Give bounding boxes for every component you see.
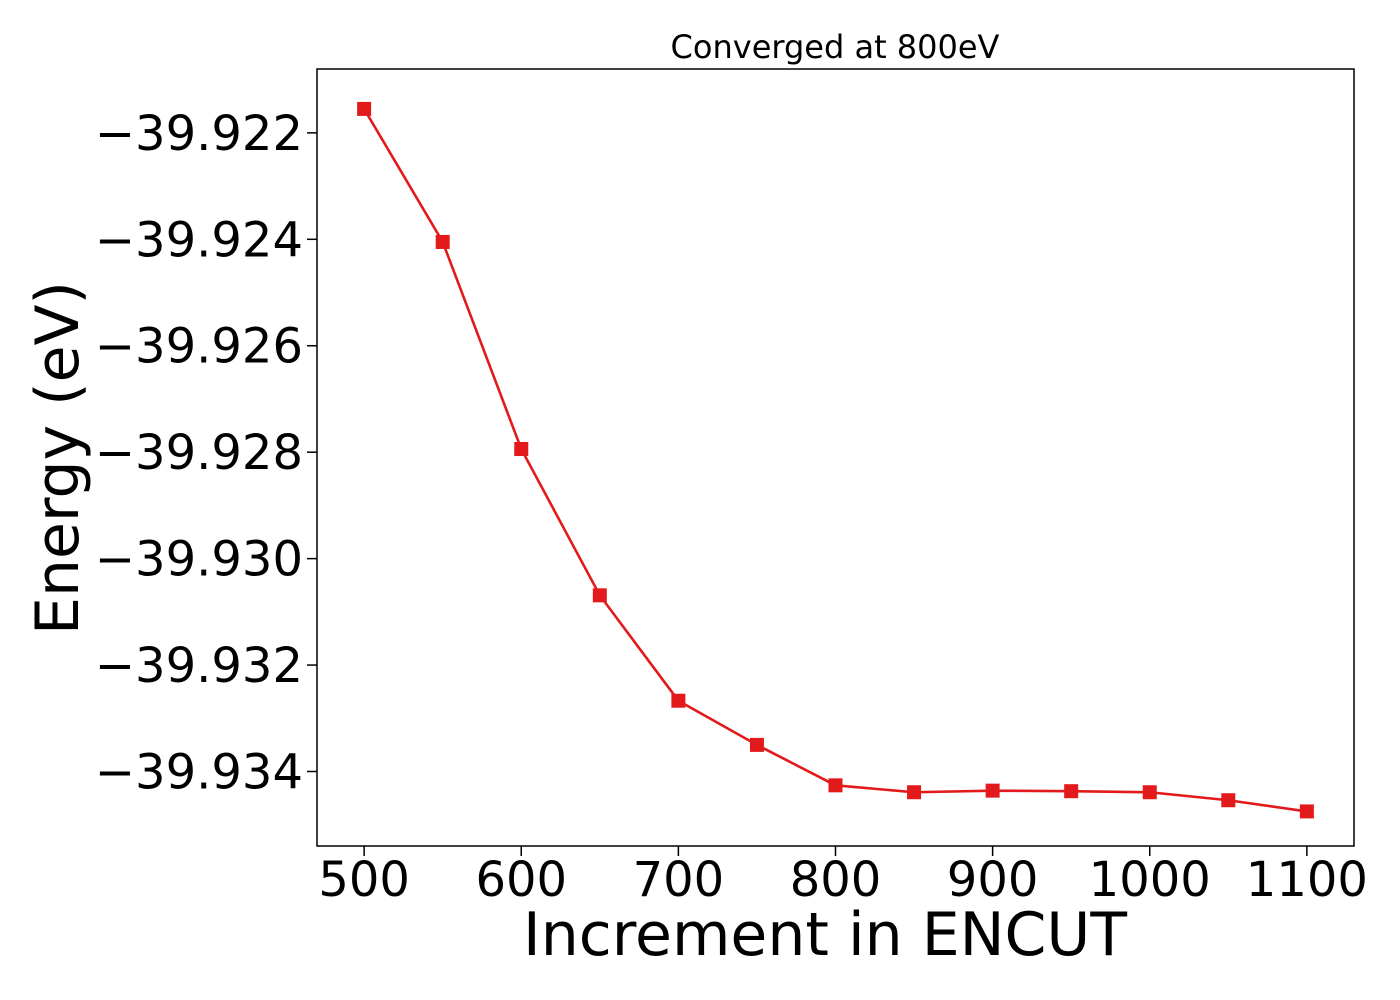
y-tick-label: −39.934 [95,744,303,800]
data-point-marker [828,778,843,793]
y-tick-label: −39.924 [95,212,303,268]
x-tick-label: 900 [947,852,1039,908]
x-tick-label: 600 [475,852,567,908]
data-point-marker [749,737,764,752]
data-point-marker [907,785,922,800]
x-tick-label: 700 [633,852,725,908]
y-tick-label: −39.930 [95,532,303,588]
data-point-marker [1064,784,1079,799]
data-point-marker [1142,785,1157,800]
x-tick-label: 1000 [1089,852,1211,908]
plot-area [316,68,1355,847]
data-point-marker [357,101,372,116]
data-point-marker [435,234,450,249]
data-point-marker [1221,793,1236,808]
x-axis: 500 600 700 800 900 1000 1100 [318,846,1368,908]
x-tick-label: 500 [318,852,410,908]
data-point-marker [671,693,686,708]
chart-title: Converged at 800eV [671,28,1000,66]
data-point-marker [514,441,529,456]
y-tick-label: −39.926 [95,319,303,375]
y-tick-label: −39.928 [95,425,303,481]
data-point-marker [592,588,607,603]
data-point-marker [985,783,1000,798]
series-line [363,108,1308,813]
series-energy [357,101,1314,819]
x-axis-title: Increment in ENCUT [523,900,1127,970]
data-point-marker [1299,804,1314,819]
y-tick-label: −39.922 [95,106,303,162]
y-tick-label: −39.932 [95,638,303,694]
y-axis-title: Energy (eV) [23,281,93,635]
x-tick-label: 800 [790,852,882,908]
y-axis: −39.922 −39.924 −39.926 −39.928 −39.930 −39.9… [95,106,317,800]
x-tick-label: 1100 [1246,852,1368,908]
